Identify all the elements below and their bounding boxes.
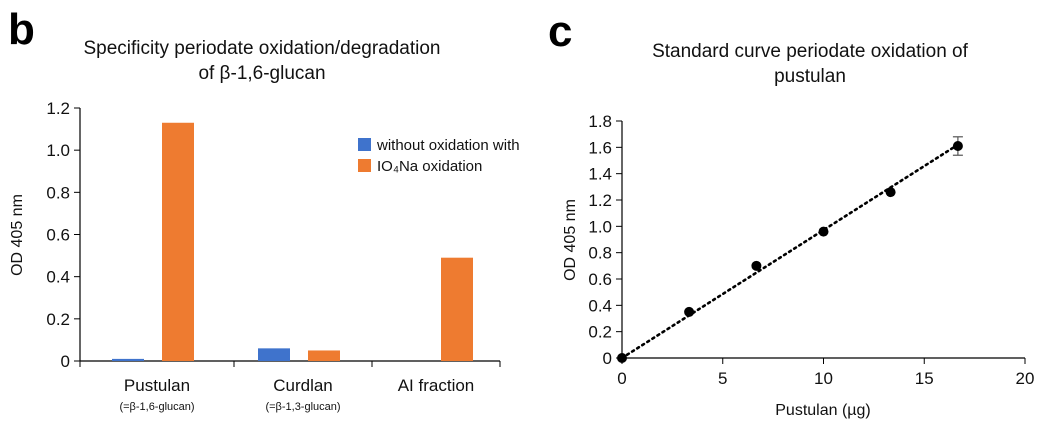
data-point — [818, 226, 829, 237]
data-point — [617, 353, 627, 363]
bar-chart-legend: without oxidation with IO₄Na oxidation — [358, 137, 520, 175]
bar-chart-categories: Pustulan (=β-1,6-glucan) Curdlan (=β-1,3-gl… — [119, 376, 474, 413]
scatter-chart-title-line-2: pustulan — [774, 66, 846, 87]
bar-chart-title-line-2: of β-1,6-glucan — [198, 63, 325, 84]
scatter-chart-x-axis-label: Pustulan (µg) — [775, 402, 870, 419]
scatter-chart-y-tick-label: 1.0 — [588, 217, 612, 236]
scatter-chart-title-line-1: Standard curve periodate oxidation of — [652, 41, 969, 62]
scatter-chart-fit-line — [620, 143, 960, 360]
bar-chart-y-tick-label: 0.4 — [46, 268, 70, 287]
bar-chart-y-tick-label: 1.0 — [46, 141, 70, 160]
panel-letter-c: c — [548, 7, 572, 56]
scatter-chart-y-tick-label: 1.4 — [588, 165, 612, 184]
bar-chart-bars — [112, 122, 473, 361]
scatter-chart-x-tick-label: 0 — [617, 369, 626, 388]
bar-chart-y-tick-label: 0.2 — [46, 310, 70, 329]
legend-swatch-without — [358, 138, 371, 151]
bar-chart-y-axis-label: OD 405 nm — [9, 194, 26, 276]
bar-chart-category-label: Curdlan — [273, 376, 333, 395]
bar-pustulan-with — [162, 122, 194, 361]
scatter-chart-axes: 0 0.2 0.4 0.6 0.8 1.0 1.2 1.4 1.6 1.8 0 5 10 15 20 — [588, 112, 1034, 388]
bar-chart: Specificity periodate oxidation/degradat… — [9, 38, 520, 413]
data-point — [952, 141, 963, 152]
scatter-chart-y-tick-label: 0.4 — [588, 296, 612, 315]
bar-chart-title-line-1: Specificity periodate oxidation/degradat… — [83, 38, 440, 59]
bar-chart-axes: 0 0.2 0.4 0.6 0.8 1.0 1.2 — [46, 99, 501, 371]
panel-letter-b: b — [8, 5, 35, 54]
scatter-chart: Standard curve periodate oxidation of pu… — [562, 41, 1034, 419]
bar-curdlan-with — [308, 350, 340, 361]
data-point — [751, 260, 762, 271]
bar-pustulan-without — [112, 358, 144, 361]
scatter-chart-y-tick-label: 1.2 — [588, 191, 612, 210]
bar-ai-fraction-with — [441, 257, 473, 361]
scatter-chart-x-tick-label: 10 — [814, 369, 833, 388]
scatter-chart-x-tick-label: 15 — [915, 369, 934, 388]
bar-chart-y-tick-label: 0.8 — [46, 183, 70, 202]
bar-curdlan-without — [258, 348, 290, 361]
data-point — [885, 187, 896, 198]
scatter-chart-y-tick-label: 0.6 — [588, 270, 612, 289]
scatter-chart-y-tick-label: 0 — [603, 349, 612, 368]
legend-label-with: IO₄Na oxidation — [377, 158, 482, 175]
scatter-chart-y-tick-label: 0.8 — [588, 244, 612, 263]
legend-swatch-with — [358, 159, 371, 172]
bar-chart-category-label: Pustulan — [124, 376, 190, 395]
legend-label-without: without oxidation with — [376, 137, 520, 154]
scatter-chart-points — [617, 136, 963, 363]
bar-chart-y-tick-label: 1.2 — [46, 99, 70, 118]
scatter-chart-x-tick-label: 5 — [718, 369, 727, 388]
data-point — [684, 306, 695, 317]
scatter-chart-x-tick-label: 20 — [1016, 369, 1035, 388]
bar-chart-category-label: AI fraction — [398, 376, 475, 395]
bar-chart-category-sublabel: (=β-1,6-glucan) — [119, 401, 194, 413]
scatter-chart-y-tick-label: 1.6 — [588, 138, 612, 157]
bar-chart-category-sublabel: (=β-1,3-glucan) — [265, 401, 340, 413]
scatter-chart-y-tick-label: 1.8 — [588, 112, 612, 131]
bar-chart-y-tick-label: 0.6 — [46, 226, 70, 245]
bar-chart-y-tick-label: 0 — [61, 352, 70, 371]
scatter-chart-y-tick-label: 0.2 — [588, 323, 612, 342]
regression-line — [620, 143, 960, 360]
scatter-chart-y-axis-label: OD 405 nm — [562, 199, 579, 281]
